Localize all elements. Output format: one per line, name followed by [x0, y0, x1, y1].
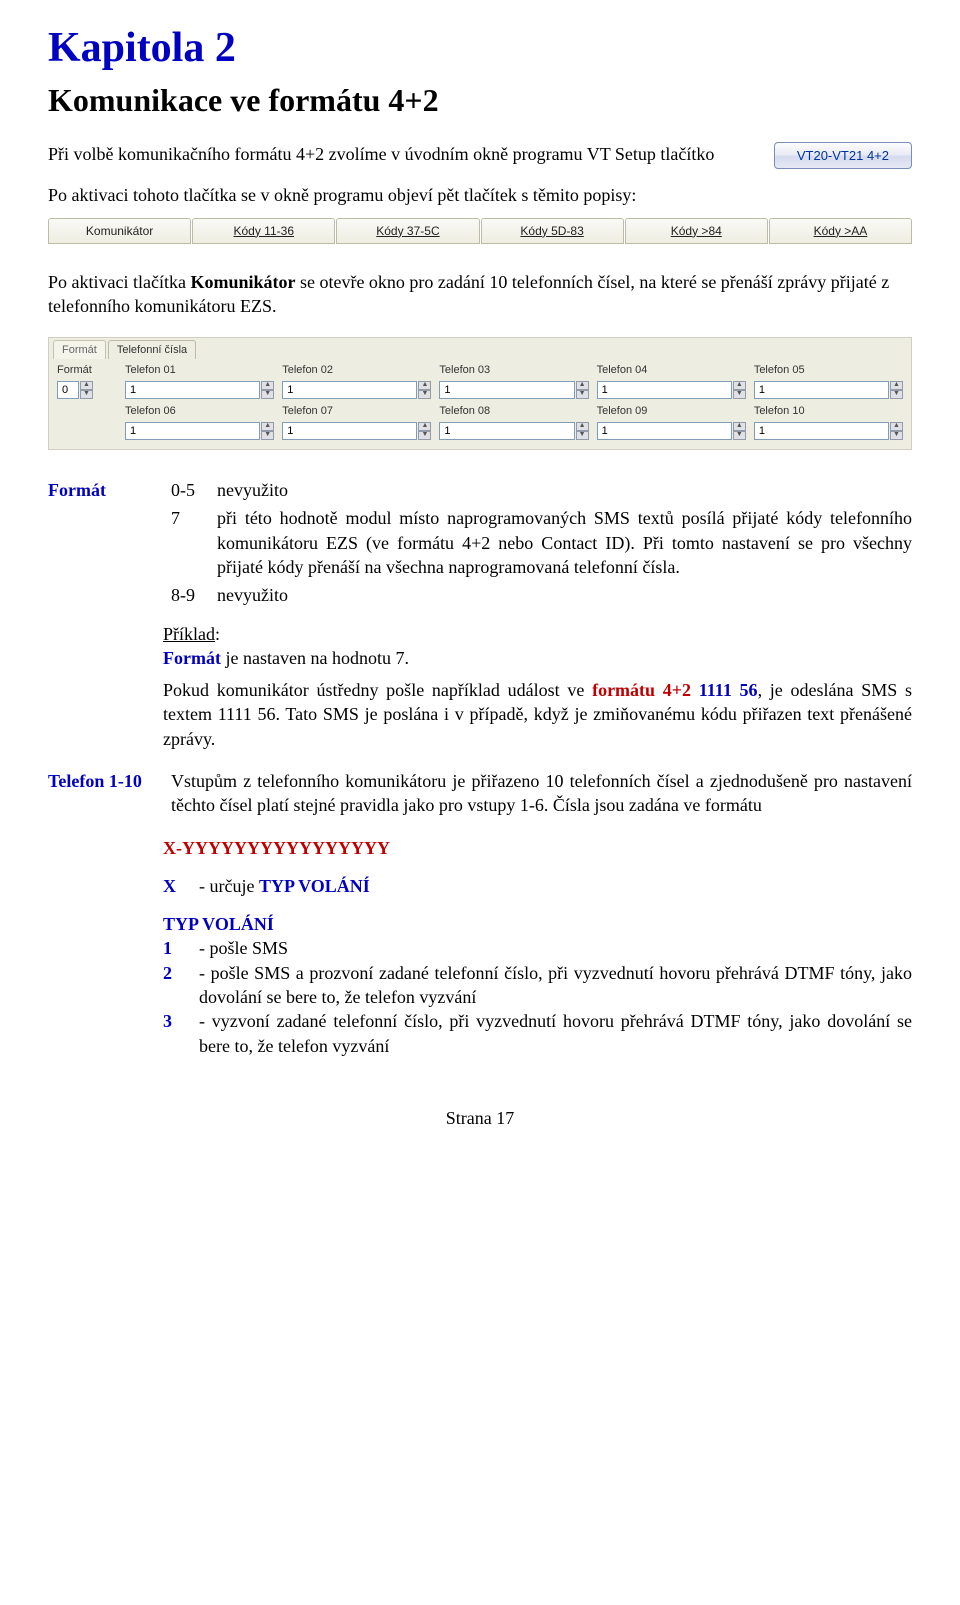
tv-3-key: 3 — [163, 1009, 193, 1058]
telefon-02-spinner[interactable]: ▲▼ — [418, 381, 431, 399]
telefon-05-input[interactable]: 1 — [754, 381, 889, 399]
label-telefon-09: Telefon 09 — [597, 404, 746, 419]
telefon-07-spinner[interactable]: ▲▼ — [418, 422, 431, 440]
label-telefon-03: Telefon 03 — [439, 363, 588, 378]
telefon-01-input[interactable]: 1 — [125, 381, 260, 399]
tab-kody-84[interactable]: Kódy >84 — [625, 218, 768, 244]
label-telefon-07: Telefon 07 — [282, 404, 431, 419]
tv-1-key: 1 — [163, 936, 193, 960]
telefon-10-spinner[interactable]: ▲▼ — [890, 422, 903, 440]
telefon-07-input[interactable]: 1 — [282, 422, 417, 440]
chapter-title: Kapitola 2 — [48, 20, 912, 77]
telefon-03-spinner[interactable]: ▲▼ — [576, 381, 589, 399]
telefon-03-input[interactable]: 1 — [439, 381, 574, 399]
telefon-09-input[interactable]: 1 — [597, 422, 732, 440]
telefon-06-input[interactable]: 1 — [125, 422, 260, 440]
telefon-10-input[interactable]: 1 — [754, 422, 889, 440]
format-val-8-9: nevyužito — [217, 583, 912, 607]
format-key-7: 7 — [171, 506, 209, 579]
telefon-08-input[interactable]: 1 — [439, 422, 574, 440]
telefon-06-spinner[interactable]: ▲▼ — [261, 422, 274, 440]
tv-2-key: 2 — [163, 961, 193, 1010]
tv-3-val: - vyzvoní zadané telefonní číslo, při vy… — [199, 1009, 912, 1058]
label-telefon-10: Telefon 10 — [754, 404, 903, 419]
example-block: Příklad: Formát je nastaven na hodnotu 7… — [163, 622, 912, 751]
term-telefon-1-10: Telefon 1-10 — [48, 769, 163, 818]
intro-paragraph-1: Při volbě komunikačního formátu 4+2 zvol… — [48, 144, 714, 164]
telefon-08-spinner[interactable]: ▲▼ — [576, 422, 589, 440]
chapter-subtitle: Komunikace ve formátu 4+2 — [48, 79, 912, 122]
telefon-05-spinner[interactable]: ▲▼ — [890, 381, 903, 399]
label-telefon-02: Telefon 02 — [282, 363, 431, 378]
tv-1-val: - pošle SMS — [199, 936, 912, 960]
label-telefon-04: Telefon 04 — [597, 363, 746, 378]
format-val-7: při této hodnotě modul místo naprogramov… — [217, 506, 912, 579]
x-val: - určuje TYP VOLÁNÍ — [199, 874, 912, 898]
x-key: X — [163, 874, 193, 898]
telefonni-cisla-panel: Formát Telefonní čísla Formát 0 ▲▼ Telef… — [48, 337, 912, 451]
after-tabs-paragraph: Po aktivaci tlačítka Komunikátor se otev… — [48, 270, 912, 319]
phone-mask: X-YYYYYYYYYYYYYYYY — [163, 836, 912, 860]
format-spinner[interactable]: ▲▼ — [80, 381, 93, 399]
format-definition: Formát 0-5 nevyužito 7 při této hodnotě … — [48, 478, 912, 607]
label-telefon-01: Telefon 01 — [125, 363, 274, 378]
format-val-0-5: nevyužito — [217, 478, 912, 502]
tv-2-val: - pošle SMS a prozvoní zadané telefonní … — [199, 961, 912, 1010]
format-key-0-5: 0-5 — [171, 478, 209, 502]
format-key-8-9: 8-9 — [171, 583, 209, 607]
vt20-vt21-button[interactable]: VT20-VT21 4+2 — [774, 142, 912, 170]
tab-komunikator[interactable]: Komunikátor — [48, 218, 191, 244]
panel-tab-format[interactable]: Formát — [53, 340, 106, 360]
telefon-04-spinner[interactable]: ▲▼ — [733, 381, 746, 399]
label-telefon-06: Telefon 06 — [125, 404, 274, 419]
tab-kody-37-5c[interactable]: Kódy 37-5C — [336, 218, 479, 244]
term-format: Formát — [48, 478, 163, 502]
telefon-02-input[interactable]: 1 — [282, 381, 417, 399]
telefon-04-input[interactable]: 1 — [597, 381, 732, 399]
tab-kody-aa[interactable]: Kódy >AA — [769, 218, 912, 244]
label-format: Formát — [57, 363, 117, 378]
panel-tab-telefonni-cisla[interactable]: Telefonní čísla — [108, 340, 196, 360]
format-input[interactable]: 0 — [57, 381, 79, 399]
tab-kody-11-36[interactable]: Kódy 11-36 — [192, 218, 335, 244]
intro-paragraph-2: Po aktivaci tohoto tlačítka se v okně pr… — [48, 183, 912, 207]
label-telefon-08: Telefon 08 — [439, 404, 588, 419]
tab-kody-5d-83[interactable]: Kódy 5D-83 — [481, 218, 624, 244]
typ-volani-head: TYP VOLÁNÍ — [163, 912, 912, 936]
telefon-01-spinner[interactable]: ▲▼ — [261, 381, 274, 399]
code-tabs: Komunikátor Kódy 11-36 Kódy 37-5C Kódy 5… — [48, 218, 912, 244]
page-footer: Strana 17 — [48, 1106, 912, 1130]
label-telefon-05: Telefon 05 — [754, 363, 903, 378]
telefon-definition: Telefon 1-10 Vstupům z telefonního komun… — [48, 769, 912, 818]
telefon-09-spinner[interactable]: ▲▼ — [733, 422, 746, 440]
telefon-body: Vstupům z telefonního komunikátoru je př… — [171, 769, 912, 818]
